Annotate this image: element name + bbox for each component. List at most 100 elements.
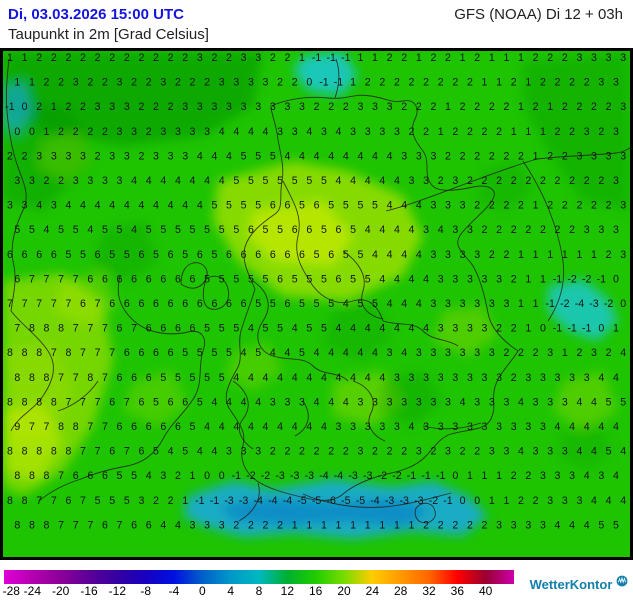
- svg-text:1: 1: [540, 273, 546, 285]
- svg-text:2: 2: [80, 101, 86, 113]
- svg-text:-4: -4: [575, 298, 585, 310]
- svg-text:1: 1: [496, 470, 502, 482]
- svg-text:6: 6: [138, 396, 144, 408]
- svg-text:2: 2: [379, 77, 385, 89]
- svg-text:5: 5: [182, 446, 188, 458]
- svg-text:2: 2: [562, 200, 568, 212]
- svg-text:-1: -1: [341, 52, 351, 64]
- svg-text:7: 7: [58, 519, 64, 531]
- svg-text:3: 3: [117, 126, 123, 138]
- svg-text:6: 6: [109, 396, 115, 408]
- svg-text:2: 2: [394, 77, 400, 89]
- svg-text:4: 4: [284, 150, 290, 162]
- svg-text:6: 6: [277, 273, 283, 285]
- svg-text:3: 3: [357, 101, 363, 113]
- svg-text:-3: -3: [399, 495, 409, 507]
- svg-text:4: 4: [80, 200, 86, 212]
- svg-text:3: 3: [503, 396, 509, 408]
- svg-text:4: 4: [44, 224, 50, 236]
- svg-text:2: 2: [460, 101, 466, 113]
- svg-text:6: 6: [241, 249, 247, 261]
- svg-text:2: 2: [467, 519, 473, 531]
- svg-text:-5: -5: [312, 495, 322, 507]
- svg-text:3: 3: [525, 421, 531, 433]
- svg-text:0: 0: [620, 298, 626, 310]
- svg-text:2: 2: [58, 175, 64, 187]
- svg-text:1: 1: [613, 323, 619, 335]
- svg-text:2: 2: [270, 52, 276, 64]
- svg-text:3: 3: [190, 126, 196, 138]
- svg-text:6: 6: [284, 200, 290, 212]
- svg-text:7: 7: [29, 273, 35, 285]
- svg-text:5: 5: [124, 249, 130, 261]
- svg-text:7: 7: [87, 421, 93, 433]
- svg-text:3: 3: [409, 175, 415, 187]
- svg-text:-3: -3: [224, 495, 234, 507]
- svg-text:2: 2: [409, 126, 415, 138]
- svg-text:1: 1: [511, 126, 517, 138]
- svg-text:2: 2: [474, 200, 480, 212]
- svg-text:1: 1: [496, 77, 502, 89]
- svg-text:1: 1: [357, 52, 363, 64]
- svg-text:2: 2: [430, 101, 436, 113]
- svg-text:4: 4: [620, 495, 626, 507]
- svg-text:7: 7: [95, 298, 101, 310]
- svg-text:4: 4: [591, 495, 597, 507]
- svg-text:5: 5: [357, 298, 363, 310]
- svg-text:-2: -2: [567, 273, 577, 285]
- svg-text:2: 2: [489, 249, 495, 261]
- svg-text:4: 4: [131, 224, 137, 236]
- svg-text:2: 2: [387, 446, 393, 458]
- svg-text:6: 6: [146, 372, 152, 384]
- svg-text:8: 8: [65, 347, 71, 359]
- svg-text:3: 3: [576, 150, 582, 162]
- svg-text:-1: -1: [334, 77, 344, 89]
- svg-text:2: 2: [416, 101, 422, 113]
- svg-text:5: 5: [255, 298, 261, 310]
- svg-text:-1: -1: [319, 77, 329, 89]
- svg-text:6: 6: [182, 298, 188, 310]
- svg-text:6: 6: [153, 347, 159, 359]
- svg-text:1: 1: [336, 519, 342, 531]
- svg-text:4: 4: [555, 519, 561, 531]
- svg-text:4: 4: [387, 298, 393, 310]
- svg-text:4: 4: [299, 150, 305, 162]
- svg-text:2: 2: [233, 519, 239, 531]
- svg-text:3: 3: [555, 470, 561, 482]
- svg-text:-3: -3: [305, 470, 315, 482]
- svg-text:6: 6: [248, 224, 254, 236]
- svg-text:2: 2: [562, 101, 568, 113]
- svg-text:2: 2: [503, 347, 509, 359]
- svg-text:1: 1: [22, 52, 28, 64]
- svg-text:1: 1: [306, 519, 312, 531]
- svg-text:5: 5: [613, 519, 619, 531]
- svg-text:4: 4: [379, 372, 385, 384]
- svg-text:5: 5: [117, 470, 123, 482]
- svg-text:5: 5: [219, 372, 225, 384]
- svg-text:5: 5: [160, 224, 166, 236]
- svg-text:1: 1: [29, 77, 35, 89]
- svg-text:8: 8: [51, 446, 57, 458]
- svg-text:3: 3: [569, 372, 575, 384]
- svg-text:4: 4: [620, 347, 626, 359]
- svg-text:1: 1: [190, 470, 196, 482]
- svg-text:6: 6: [241, 298, 247, 310]
- svg-text:7: 7: [124, 446, 130, 458]
- svg-text:6: 6: [153, 298, 159, 310]
- svg-text:2: 2: [328, 446, 334, 458]
- svg-text:4: 4: [219, 175, 225, 187]
- svg-text:3: 3: [211, 101, 217, 113]
- svg-text:2: 2: [430, 52, 436, 64]
- svg-text:3: 3: [387, 347, 393, 359]
- svg-text:2: 2: [182, 52, 188, 64]
- svg-text:1: 1: [562, 249, 568, 261]
- svg-text:2: 2: [547, 52, 553, 64]
- svg-text:4: 4: [401, 200, 407, 212]
- svg-text:5: 5: [263, 273, 269, 285]
- svg-text:7: 7: [29, 421, 35, 433]
- svg-text:6: 6: [299, 249, 305, 261]
- svg-text:3: 3: [270, 101, 276, 113]
- svg-text:2: 2: [576, 101, 582, 113]
- svg-text:2: 2: [555, 175, 561, 187]
- svg-text:3: 3: [606, 52, 612, 64]
